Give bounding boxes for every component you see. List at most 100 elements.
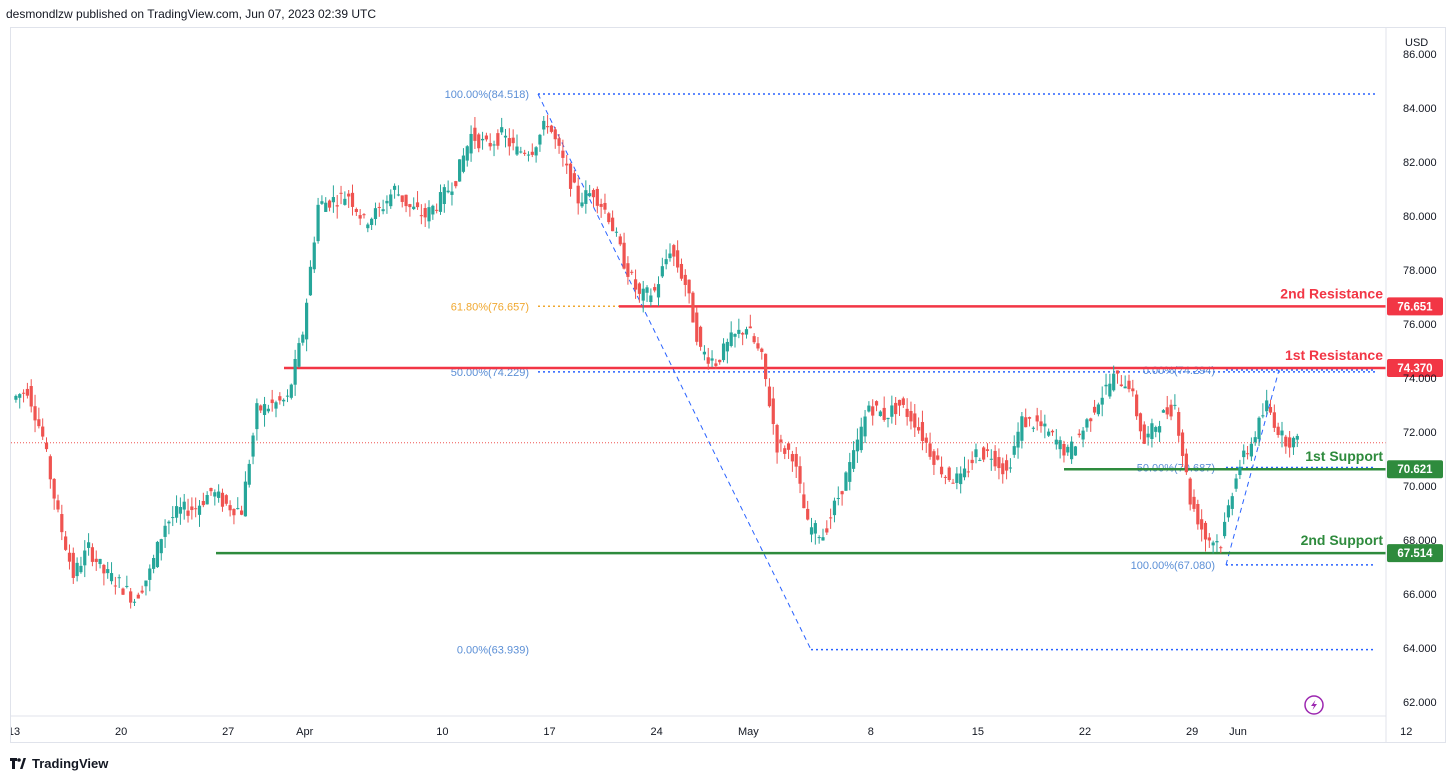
candle-body [779, 439, 783, 443]
candle-body [767, 386, 772, 407]
candle-body [18, 394, 22, 398]
candle-body [721, 343, 726, 361]
x-tick-label: May [738, 726, 759, 738]
levels-layer [11, 305, 1386, 555]
candle-body [171, 517, 175, 519]
candle-body [733, 334, 737, 337]
candle-body [339, 192, 343, 194]
candle-body [419, 215, 423, 217]
candle-body [186, 510, 190, 516]
candle-body [905, 408, 909, 417]
candle-body [1234, 478, 1238, 489]
candle-body [1058, 440, 1062, 450]
candle-body [435, 209, 439, 211]
candle-body [809, 527, 814, 535]
candle-body [1295, 435, 1299, 440]
candle-body [1207, 537, 1211, 541]
candle-body [863, 416, 867, 437]
candle-body [542, 120, 546, 130]
candle-body [526, 154, 531, 156]
candle-body [1020, 416, 1024, 441]
candle-body [224, 495, 228, 504]
candle-body [679, 263, 684, 279]
candle-body [530, 151, 534, 155]
candle-body [901, 398, 905, 405]
candle-body [1047, 431, 1051, 436]
candle-body [125, 585, 129, 587]
candle-body [1027, 417, 1032, 419]
candle-body [305, 302, 309, 340]
candle-body [316, 204, 320, 242]
candle-body [611, 217, 615, 232]
candle-body [1085, 419, 1089, 428]
fib-level-label: 0.00%(63.939) [457, 645, 529, 657]
candle-body [1081, 430, 1085, 440]
fib-trendline [1225, 369, 1280, 565]
candle-body [389, 194, 393, 207]
fib-level-label: 100.00%(84.518) [445, 89, 529, 101]
candle-body [672, 245, 676, 257]
candle-body [1245, 453, 1250, 455]
x-tick-label: Jun [1229, 726, 1247, 738]
candle-body [1154, 427, 1158, 432]
candle-body [718, 359, 722, 363]
candle-body [687, 279, 691, 294]
candle-body [886, 417, 890, 420]
y-tick-label: 66.000 [1403, 589, 1437, 601]
candle-body [702, 351, 707, 355]
level-label: 2nd Resistance [1280, 285, 1383, 301]
candle-body [1261, 415, 1265, 417]
candle-body [465, 146, 469, 161]
candle-body [270, 399, 274, 404]
candle-body [404, 194, 408, 207]
candle-body [458, 159, 462, 182]
candle-body [955, 473, 959, 483]
candle-body [959, 473, 963, 485]
tradingview-footer[interactable]: TradingView [10, 753, 108, 773]
price-tag[interactable] [1387, 544, 1443, 563]
candle-body [1024, 417, 1028, 428]
candle-body [1219, 547, 1223, 549]
candle-body [626, 263, 630, 277]
y-tick-label: 70.000 [1403, 481, 1437, 493]
candle-body [1089, 418, 1093, 422]
y-tick-label: 86.000 [1403, 49, 1437, 61]
candle-body [855, 439, 860, 452]
candle-body [859, 426, 863, 451]
candle-body [645, 287, 649, 293]
candle-body [737, 329, 741, 334]
price-tag[interactable] [1387, 460, 1443, 479]
candle-body [1284, 436, 1288, 447]
candle-body [764, 353, 768, 380]
price-tag[interactable] [1387, 297, 1443, 316]
price-tag[interactable] [1387, 359, 1443, 378]
candle-body [989, 458, 993, 460]
candle-body [228, 505, 232, 511]
candle-body [576, 185, 580, 204]
candle-body [660, 266, 664, 277]
y-tick-label: 84.000 [1403, 103, 1437, 115]
candle-body [106, 569, 110, 574]
fibonacci-layer: 100.00%(84.518) 61.80%(76.657) 50.00%(74.2… [445, 89, 1376, 657]
price-chart[interactable]: 100.00%(84.518) 61.80%(76.657) 50.00%(74.2… [11, 28, 1445, 742]
candle-body [473, 127, 477, 141]
candle-body [282, 399, 286, 402]
candle-body [1012, 446, 1016, 455]
candle-body [132, 601, 137, 603]
candle-body [205, 495, 209, 505]
candle-body [649, 295, 653, 302]
candle-body [549, 125, 554, 132]
candle-body [335, 205, 339, 207]
chart-frame[interactable]: 100.00%(84.518) 61.80%(76.657) 50.00%(74.2… [10, 27, 1446, 743]
candle-body [653, 287, 657, 291]
y-tick-label: 64.000 [1403, 643, 1437, 655]
candle-body [633, 279, 638, 290]
candle-body [928, 443, 932, 457]
candle-body [511, 137, 515, 144]
candle-body [553, 129, 557, 140]
candle-body [324, 202, 328, 212]
candle-body [1177, 412, 1181, 436]
alert-icon[interactable] [1304, 695, 1324, 715]
candle-body [144, 580, 148, 587]
candle-body [400, 195, 404, 202]
